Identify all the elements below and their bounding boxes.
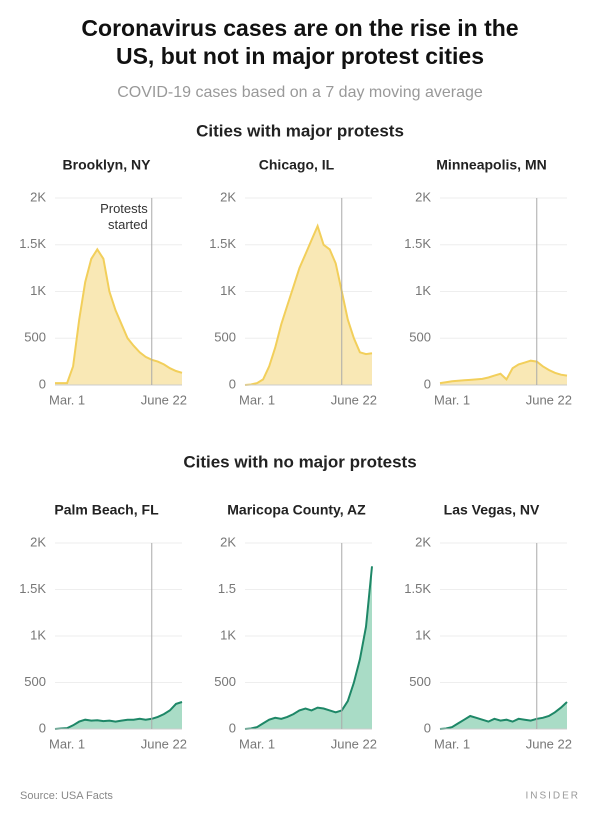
y-tick-label: 500: [409, 674, 431, 689]
y-tick-label: 2K: [30, 534, 46, 549]
y-tick-label: 1K: [415, 627, 431, 642]
y-tick-label: 500: [214, 330, 236, 345]
y-tick-label: 1K: [30, 283, 46, 298]
group-heading: Cities with no major protests: [183, 452, 416, 471]
chart-title: Maricopa County, AZ: [227, 502, 366, 518]
y-tick-label: 0: [39, 376, 46, 391]
x-tick-label: Mar. 1: [49, 392, 85, 407]
line: [244, 223, 373, 386]
area: [440, 360, 567, 385]
y-tick-label: 0: [424, 720, 431, 735]
x-tick-label: Mar. 1: [49, 736, 85, 751]
y-tick-label: 1K: [220, 627, 236, 642]
x-tick-label: June 22: [331, 736, 377, 751]
area: [440, 702, 567, 729]
annotation: Protests started: [100, 201, 148, 232]
y-tick-label: 2K: [415, 189, 431, 204]
y-tick-label: 0: [424, 376, 431, 391]
y-tick-label: 500: [24, 330, 46, 345]
x-tick-label: June 22: [526, 392, 572, 407]
chart-title: Palm Beach, FL: [54, 502, 159, 518]
y-tick-label: 0: [229, 376, 236, 391]
y-tick-label: 2K: [30, 189, 46, 204]
y-tick-label: 2K: [220, 534, 236, 549]
y-tick-label: 500: [409, 330, 431, 345]
x-tick-label: Mar. 1: [239, 736, 275, 751]
y-tick-label: 0: [39, 720, 46, 735]
y-tick-label: 1K: [220, 283, 236, 298]
line: [439, 701, 568, 730]
y-tick-label: 1.5K: [404, 581, 431, 596]
title: Coronavirus cases are on the rise in the…: [81, 15, 519, 69]
area: [245, 226, 372, 385]
x-tick-label: June 22: [331, 392, 377, 407]
line: [439, 359, 568, 385]
chart-title: Chicago, IL: [259, 157, 335, 173]
area: [55, 702, 182, 729]
brand: INSIDER: [525, 791, 580, 802]
y-tick-label: 1K: [415, 283, 431, 298]
x-tick-label: Mar. 1: [239, 392, 275, 407]
y-tick-label: 500: [214, 674, 236, 689]
line: [244, 566, 373, 730]
y-tick-label: 1.5K: [19, 581, 46, 596]
x-tick-label: June 22: [141, 736, 187, 751]
source: Source: USA Facts: [20, 790, 113, 802]
x-tick-label: June 22: [141, 392, 187, 407]
chart-title: Brooklyn, NY: [63, 157, 152, 173]
x-tick-label: Mar. 1: [434, 392, 470, 407]
x-tick-label: June 22: [526, 736, 572, 751]
line: [54, 701, 183, 730]
area: [245, 566, 372, 729]
y-tick-label: 1.5K: [19, 236, 46, 251]
y-tick-label: 2K: [415, 534, 431, 549]
annotation-box: Protests started: [100, 201, 148, 232]
y-tick-label: 1.5K: [209, 236, 236, 251]
line: [55, 247, 183, 385]
x-tick-label: Mar. 1: [434, 736, 470, 751]
y-tick-label: 1.5K: [404, 236, 431, 251]
y-tick-label: 1.5: [218, 581, 236, 596]
group-heading: Cities with major protests: [196, 121, 404, 140]
chart-title: Minneapolis, MN: [436, 157, 546, 173]
y-tick-label: 500: [24, 674, 46, 689]
y-tick-label: 0: [229, 720, 236, 735]
y-tick-label: 2K: [220, 189, 236, 204]
subtitle: COVID-19 cases based on a 7 day moving a…: [117, 84, 483, 101]
chart-title: Las Vegas, NV: [444, 502, 540, 518]
y-tick-label: 1K: [30, 627, 46, 642]
